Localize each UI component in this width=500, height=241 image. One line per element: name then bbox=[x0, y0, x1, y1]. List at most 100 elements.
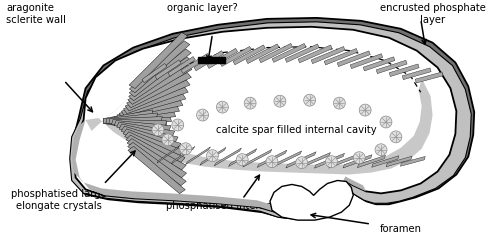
Polygon shape bbox=[186, 147, 210, 165]
Polygon shape bbox=[86, 49, 432, 174]
Polygon shape bbox=[214, 148, 242, 166]
Polygon shape bbox=[389, 64, 419, 77]
Polygon shape bbox=[376, 60, 407, 74]
Circle shape bbox=[380, 116, 392, 128]
Circle shape bbox=[359, 104, 371, 116]
Circle shape bbox=[390, 131, 402, 143]
Circle shape bbox=[375, 144, 387, 156]
Polygon shape bbox=[270, 181, 353, 220]
Polygon shape bbox=[114, 112, 176, 121]
Circle shape bbox=[334, 97, 345, 109]
Circle shape bbox=[162, 134, 174, 146]
Polygon shape bbox=[86, 41, 432, 174]
Text: organic layer?: organic layer? bbox=[167, 3, 238, 13]
Polygon shape bbox=[400, 156, 425, 166]
Polygon shape bbox=[121, 126, 181, 148]
Polygon shape bbox=[155, 60, 181, 79]
Polygon shape bbox=[125, 80, 190, 111]
Text: calcite spar filled internal cavity: calcite spar filled internal cavity bbox=[216, 125, 377, 135]
Polygon shape bbox=[358, 155, 386, 168]
Polygon shape bbox=[128, 142, 186, 186]
Polygon shape bbox=[72, 120, 366, 214]
Text: phosphatised large
elongate crystals: phosphatised large elongate crystals bbox=[11, 189, 106, 211]
Polygon shape bbox=[104, 49, 422, 165]
Polygon shape bbox=[233, 45, 266, 65]
Circle shape bbox=[172, 119, 184, 131]
Polygon shape bbox=[117, 106, 180, 120]
Polygon shape bbox=[329, 154, 358, 168]
Circle shape bbox=[152, 124, 164, 136]
Circle shape bbox=[180, 143, 192, 155]
Polygon shape bbox=[272, 43, 306, 62]
Polygon shape bbox=[116, 122, 174, 136]
Polygon shape bbox=[124, 87, 188, 114]
Polygon shape bbox=[142, 64, 167, 83]
Polygon shape bbox=[415, 72, 443, 83]
Polygon shape bbox=[109, 117, 162, 124]
Polygon shape bbox=[127, 139, 186, 178]
Polygon shape bbox=[194, 51, 224, 71]
Polygon shape bbox=[311, 47, 345, 64]
Circle shape bbox=[196, 109, 208, 121]
Polygon shape bbox=[257, 150, 287, 167]
Polygon shape bbox=[128, 65, 192, 104]
Polygon shape bbox=[72, 18, 474, 219]
Polygon shape bbox=[123, 129, 184, 155]
Circle shape bbox=[206, 150, 218, 162]
Polygon shape bbox=[386, 156, 412, 167]
Polygon shape bbox=[298, 45, 332, 63]
Circle shape bbox=[296, 157, 308, 169]
Polygon shape bbox=[272, 151, 302, 168]
Polygon shape bbox=[372, 156, 399, 167]
Polygon shape bbox=[124, 132, 185, 162]
Polygon shape bbox=[324, 48, 358, 65]
Polygon shape bbox=[314, 153, 344, 168]
Text: phosphatised internal mould: phosphatised internal mould bbox=[166, 201, 309, 211]
Circle shape bbox=[216, 101, 228, 113]
Polygon shape bbox=[129, 33, 188, 88]
Polygon shape bbox=[337, 51, 370, 67]
Circle shape bbox=[244, 97, 256, 109]
Polygon shape bbox=[103, 119, 158, 133]
Polygon shape bbox=[228, 149, 257, 167]
Polygon shape bbox=[112, 120, 166, 126]
Polygon shape bbox=[119, 100, 183, 118]
Polygon shape bbox=[70, 22, 471, 219]
Circle shape bbox=[236, 154, 248, 166]
Polygon shape bbox=[168, 57, 196, 76]
Circle shape bbox=[326, 156, 338, 167]
Polygon shape bbox=[130, 41, 190, 93]
Polygon shape bbox=[350, 54, 382, 69]
Polygon shape bbox=[106, 119, 162, 130]
Polygon shape bbox=[109, 118, 167, 126]
Polygon shape bbox=[363, 57, 395, 71]
Polygon shape bbox=[122, 94, 186, 116]
Polygon shape bbox=[300, 153, 330, 168]
Polygon shape bbox=[220, 46, 252, 67]
Text: foramen: foramen bbox=[380, 224, 422, 234]
Polygon shape bbox=[286, 152, 316, 168]
Polygon shape bbox=[128, 57, 192, 101]
Polygon shape bbox=[181, 54, 210, 74]
Polygon shape bbox=[114, 120, 171, 131]
Polygon shape bbox=[129, 49, 192, 97]
Polygon shape bbox=[103, 110, 152, 123]
Circle shape bbox=[274, 95, 286, 107]
Circle shape bbox=[266, 156, 278, 167]
Polygon shape bbox=[207, 48, 238, 68]
Bar bbox=[198, 57, 226, 63]
Polygon shape bbox=[243, 149, 272, 167]
Polygon shape bbox=[128, 146, 185, 194]
Polygon shape bbox=[259, 43, 292, 63]
Polygon shape bbox=[126, 73, 192, 108]
Polygon shape bbox=[74, 27, 456, 214]
Text: aragonite
sclerite wall: aragonite sclerite wall bbox=[6, 3, 66, 25]
Polygon shape bbox=[402, 68, 431, 80]
Polygon shape bbox=[119, 124, 178, 142]
Polygon shape bbox=[285, 44, 319, 62]
Polygon shape bbox=[157, 146, 180, 163]
Polygon shape bbox=[106, 113, 158, 123]
Polygon shape bbox=[200, 147, 226, 165]
Polygon shape bbox=[343, 155, 372, 168]
Circle shape bbox=[354, 152, 365, 164]
